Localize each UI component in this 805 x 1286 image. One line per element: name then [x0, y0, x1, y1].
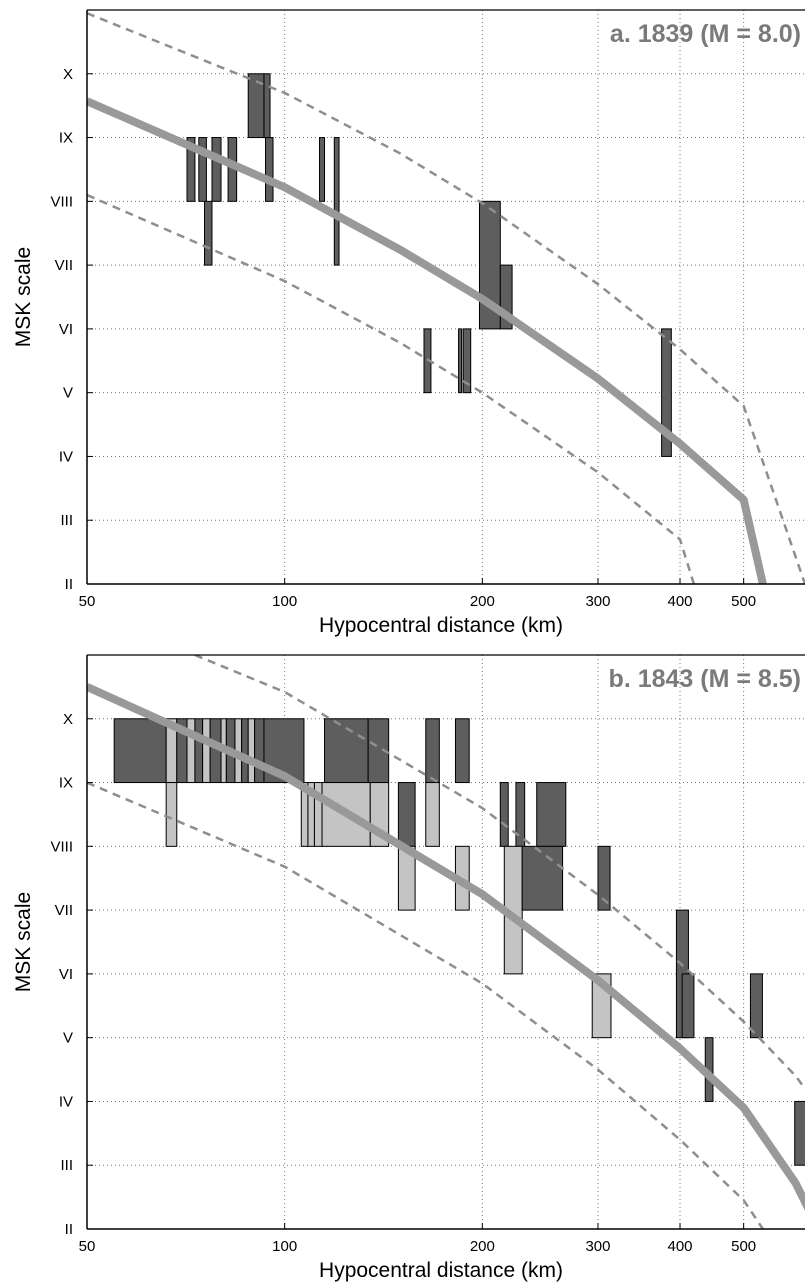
- x-tick-label: 200: [470, 593, 495, 610]
- x-tick-label: 400: [668, 1238, 693, 1255]
- intensity-bar: [186, 137, 196, 202]
- y-tick-label: VI: [59, 321, 73, 338]
- intensity-bar: [749, 973, 763, 1039]
- y-tick-label: III: [60, 512, 73, 529]
- intensity-bar: [521, 845, 564, 911]
- intensity-bar: [499, 264, 513, 330]
- intensity-bar: [333, 137, 340, 266]
- attenuation-curve: [87, 683, 805, 1211]
- intensity-bar: [458, 328, 463, 394]
- x-tick-label: 400: [668, 593, 693, 610]
- x-axis-label: Hypocentral distance (km): [319, 1259, 563, 1282]
- y-tick-label: IV: [59, 1093, 73, 1110]
- intensity-bar: [263, 73, 271, 139]
- x-axis-label: Hypocentral distance (km): [319, 614, 563, 637]
- y-axis-label: MSK scale: [12, 892, 35, 992]
- x-tick-label: 200: [470, 1238, 495, 1255]
- attenuation-curve: [87, 97, 767, 584]
- intensity-bar: [661, 328, 672, 457]
- intensity-bar: [194, 718, 204, 784]
- intensity-bar: [597, 845, 611, 911]
- intensity-bar: [454, 718, 470, 784]
- intensity-bar: [319, 137, 326, 202]
- y-tick-label: IX: [59, 775, 73, 792]
- y-tick-label: VI: [59, 966, 73, 983]
- y-tick-label: V: [63, 1030, 73, 1047]
- intensity-bar: [198, 137, 207, 202]
- confidence-bound: [87, 781, 764, 1229]
- x-tick-label: 500: [731, 1238, 756, 1255]
- intensity-bar: [425, 782, 440, 847]
- intensity-bar: [265, 137, 274, 202]
- y-tick-label: IX: [59, 130, 73, 147]
- intensity-bar: [681, 973, 695, 1039]
- intensity-bar: [536, 782, 567, 847]
- y-tick-label: VII: [55, 257, 73, 274]
- panel-title: b. 1843 (M = 8.5): [609, 665, 801, 693]
- y-axis-label: MSK scale: [12, 247, 35, 347]
- y-tick-label: V: [63, 385, 73, 402]
- x-tick-label: 300: [585, 1238, 610, 1255]
- y-tick-label: IV: [59, 448, 73, 465]
- intensity-bar: [202, 718, 211, 784]
- y-tick-label: X: [63, 66, 73, 83]
- x-tick-label: 100: [272, 593, 297, 610]
- intensity-bar: [462, 328, 472, 394]
- intensity-bar: [204, 200, 213, 266]
- x-tick-label: 500: [731, 593, 756, 610]
- intensity-bar: [247, 718, 256, 784]
- x-tick-label: 50: [79, 1238, 96, 1255]
- intensity-bar: [397, 782, 416, 847]
- intensity-bar: [499, 782, 509, 847]
- y-tick-label: VII: [55, 902, 73, 919]
- confidence-bound: [194, 655, 805, 1090]
- intensity-bar: [241, 718, 249, 784]
- x-tick-label: 300: [585, 593, 610, 610]
- y-tick-label: X: [63, 711, 73, 728]
- plot-area: [87, 655, 805, 1229]
- intensity-bar: [515, 782, 526, 847]
- intensity-bar: [425, 718, 440, 784]
- intensity-bar: [165, 782, 178, 847]
- plot-area: [87, 12, 805, 584]
- intensity-bar: [794, 1100, 805, 1166]
- intensity-bar: [254, 718, 265, 784]
- confidence-bound: [87, 193, 696, 584]
- y-tick-label: VIII: [50, 838, 73, 855]
- panel-title: a. 1839 (M = 8.0): [610, 20, 801, 48]
- y-tick-label: II: [65, 1221, 73, 1238]
- y-tick-label: III: [60, 1157, 73, 1174]
- y-tick-label: VIII: [50, 193, 73, 210]
- intensity-bar: [113, 718, 167, 784]
- confidence-bound: [87, 12, 805, 584]
- y-tick-label: II: [65, 576, 73, 593]
- x-tick-label: 100: [272, 1238, 297, 1255]
- intensity-bar: [211, 137, 222, 202]
- x-tick-label: 50: [79, 593, 96, 610]
